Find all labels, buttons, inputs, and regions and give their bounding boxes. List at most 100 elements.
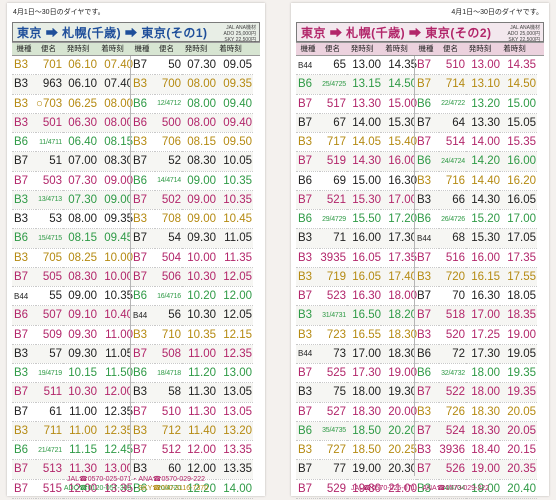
departure-cell: 19.30: [347, 479, 381, 499]
header-aircraft: 機種: [418, 44, 434, 53]
header-arrival: 着時刻: [503, 44, 526, 53]
table-row: B6 35/4735 18.50 20.20: [296, 421, 418, 442]
flight-cell: 727: [320, 440, 347, 461]
departure-cell: 16.55: [347, 325, 381, 345]
timetable-column: B7 50 07.30 09.05 B3 700 08.00 09.35 B6 12/4712 08…: [130, 56, 253, 499]
flight-cell: 701: [36, 56, 63, 76]
departure-cell: 16.50: [347, 305, 381, 326]
flight-cell: 526: [439, 459, 466, 480]
departure-cell: 14.40: [466, 171, 500, 191]
flight-cell: 723: [320, 325, 347, 345]
flight-cell: 705: [36, 248, 63, 268]
departure-cell: 13.30: [466, 113, 500, 134]
table-row: B3 701 06.10 07.40: [12, 56, 134, 76]
flight-cell: 72: [439, 344, 466, 365]
departure-cell: 11.30: [63, 459, 97, 480]
departure-cell: 17.25: [466, 325, 500, 345]
table-row: B44 56 10.30 12.05: [131, 305, 253, 326]
table-row: B3 520 17.25 19.00: [415, 325, 537, 345]
flight-cell: 507: [36, 305, 63, 326]
arrival-cell: 08.15: [97, 132, 134, 153]
flight-cell: 524: [439, 421, 466, 442]
aircraft-cell: B7: [131, 248, 155, 268]
departure-cell: 14.30: [466, 190, 500, 211]
arrival-cell: 20.20: [381, 421, 418, 442]
table-row: B7 50 07.30 09.05: [131, 56, 253, 76]
departure-cell: 13.00: [466, 56, 500, 76]
header-aircraft: 機種: [300, 44, 316, 53]
flight-cell: 77: [320, 459, 347, 480]
arrival-cell: 17.30: [381, 228, 418, 249]
aircraft-cell: B7: [12, 151, 36, 172]
aircraft-cell: B3: [12, 56, 36, 76]
departure-cell: 09.30: [63, 344, 97, 365]
aircraft-cell: B7: [415, 421, 439, 442]
aircraft-cell: B7: [415, 286, 439, 307]
flight-cell: 32/4732: [439, 363, 466, 384]
aircraft-cell: B7: [296, 113, 320, 134]
flight-cell: 14/4714: [155, 171, 182, 191]
arrival-cell: 19.35: [500, 363, 537, 384]
aircraft-cell: B6: [296, 74, 320, 95]
arrival-cell: 17.00: [500, 209, 537, 230]
flight-cell: 726: [439, 402, 466, 422]
header-flight: 便名: [325, 44, 340, 53]
flight-cell: 504: [155, 248, 182, 268]
departure-cell: 06.40: [63, 132, 97, 153]
departure-cell: 15.30: [466, 228, 500, 249]
aircraft-cell: B3: [415, 171, 439, 191]
header-aircraft: 機種: [16, 44, 32, 53]
table-row: B3 34/4734 19.00 20.40: [415, 479, 537, 499]
flight-cell: 50: [155, 56, 182, 76]
table-row: B6 14/4714 09.00 10.35: [131, 171, 253, 191]
aircraft-cell: B3: [12, 209, 36, 230]
flight-cell: 513: [36, 459, 63, 480]
arrival-cell: 12.35: [97, 402, 134, 422]
aircraft-cell: B3: [12, 74, 36, 95]
aircraft-cell: B3: [296, 440, 320, 461]
flight-cell: 520: [439, 325, 466, 345]
validity-note: 4月1日～30日のダイヤです。: [451, 9, 543, 16]
table-row: B7 502 09.00 10.35: [131, 190, 253, 211]
table-row: B7 77 19.00 20.30: [296, 459, 418, 480]
table-row: B7 54 09.30 11.05: [131, 228, 253, 249]
flight-cell: 18/4718: [155, 363, 182, 384]
arrival-cell: 10.35: [216, 190, 253, 211]
departure-cell: 08.30: [182, 151, 216, 172]
table-row: B6 72 17.30 19.05: [415, 344, 537, 365]
fare-box: JAL ANA機材 ADO 25,000円 SKY 22,500円: [223, 25, 256, 43]
departure-cell: 14.30: [347, 151, 381, 172]
aircraft-cell: B7: [415, 382, 439, 403]
table-row: B3 60 12.00 13.35: [131, 459, 253, 480]
table-row: B7 512 12.00 13.35: [131, 440, 253, 461]
flight-cell: 719: [320, 267, 347, 288]
flight-cell: 64: [439, 113, 466, 134]
arrival-cell: 17.00: [381, 190, 418, 211]
arrival-cell: 11.35: [216, 248, 253, 268]
departure-cell: 07.30: [63, 171, 97, 191]
table-row: B7 519 14.30 16.00: [296, 151, 418, 172]
header-arrival: 着時刻: [219, 44, 242, 53]
table-row: B3 708 09.00 10.45: [131, 209, 253, 230]
fare-line: ADO 25,000円: [223, 31, 256, 37]
aircraft-cell: B7: [415, 74, 439, 95]
flight-cell: 521: [320, 190, 347, 211]
flight-cell: 68: [439, 228, 466, 249]
arrival-cell: 15.35: [500, 132, 537, 153]
aircraft-cell: B7: [296, 286, 320, 307]
table-row: B3 712 11.40 13.20: [131, 421, 253, 442]
arrival-cell: 14.35: [500, 56, 537, 76]
table-row: B3 716 14.40 16.20: [415, 171, 537, 191]
fare-box: JAL ANA機材 ADO 25,000円 SKY 22,500円: [507, 25, 540, 43]
arrival-cell: 20.30: [381, 459, 418, 480]
arrival-cell: 17.35: [500, 248, 537, 268]
table-row: B7 64 13.30 15.05: [415, 113, 537, 134]
table-row: B6 12/4712 08.00 09.40: [131, 94, 253, 114]
arrival-cell: 08.30: [97, 151, 134, 172]
departure-cell: 12.00: [182, 440, 216, 461]
departure-cell: 11.40: [182, 421, 216, 442]
table-row: B3 13/4713 07.30 09.00: [12, 190, 134, 211]
arrival-cell: 19.30: [381, 382, 418, 403]
departure-cell: 17.00: [466, 305, 500, 326]
aircraft-cell: B6: [131, 363, 155, 384]
